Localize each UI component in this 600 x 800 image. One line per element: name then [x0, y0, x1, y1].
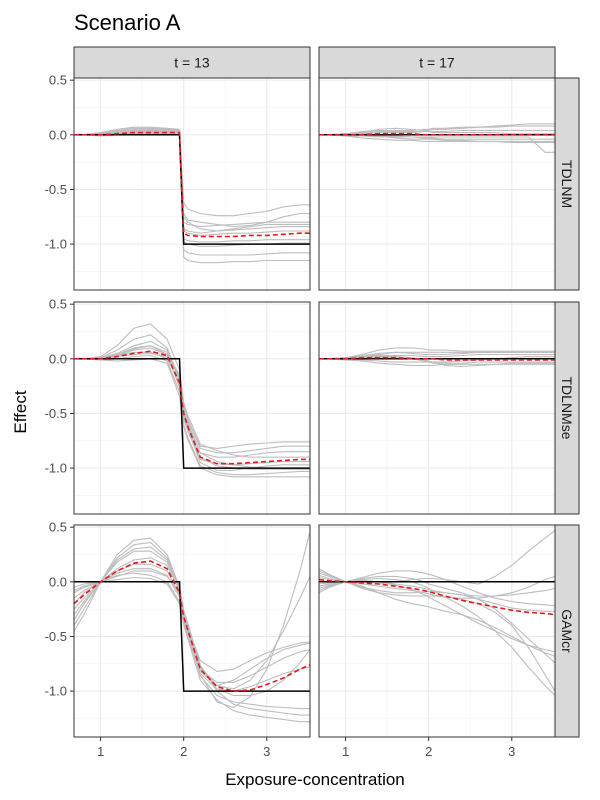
panel-lines	[319, 530, 555, 696]
replicate-line	[74, 572, 310, 692]
y-tick-label: -1.0	[45, 684, 67, 699]
panel-grid: t = 13 t = 17 TDLNM TDLNMse GAMcr 0.5 0.0 -0.5 -…	[45, 46, 580, 759]
panel-lines	[319, 347, 555, 368]
replicate-line	[319, 358, 555, 364]
replicate-line	[74, 127, 310, 217]
panel-border	[318, 77, 556, 291]
mean-line	[74, 131, 310, 238]
panel-border	[73, 77, 311, 291]
replicate-line	[319, 353, 555, 360]
replicate-line	[319, 347, 555, 360]
panel-lines	[319, 123, 555, 153]
panel-lines	[74, 126, 310, 264]
replicate-line	[74, 345, 310, 449]
replicate-line	[319, 575, 555, 664]
y-tick-label: 0.0	[49, 351, 67, 366]
y-tick-label: 0.0	[49, 574, 67, 589]
replicate-line	[74, 347, 310, 470]
x-tick-label: 3	[508, 744, 515, 759]
row-strip-3	[554, 524, 580, 738]
x-tick-label: 1	[342, 744, 349, 759]
x-tick-label: 2	[425, 744, 432, 759]
replicate-line	[319, 574, 555, 657]
panel-lines	[74, 531, 310, 723]
column-strip-label: t = 17	[419, 55, 455, 71]
replicate-line	[74, 568, 310, 710]
replicate-line	[74, 576, 310, 723]
mean-line	[319, 132, 555, 136]
row-strip-label: TDLNMse	[559, 376, 575, 439]
replicate-line	[319, 358, 555, 366]
panel-lines	[74, 323, 310, 478]
replicate-line	[74, 570, 310, 672]
replicate-line	[319, 570, 555, 607]
truth-line	[74, 581, 310, 692]
y-tick-label: 0.5	[49, 297, 67, 312]
column-strip-1	[73, 46, 311, 79]
replicate-line	[319, 580, 555, 597]
replicate-line	[319, 123, 555, 136]
replicate-line	[74, 127, 310, 228]
panel-TDLNM-1: 0.5 0.0 -0.5 -1.0	[45, 73, 311, 291]
replicate-line	[319, 575, 555, 599]
row-strip-2	[554, 301, 580, 515]
y-tick-label: -0.5	[45, 629, 67, 644]
replicate-line	[319, 134, 555, 142]
replicate-line	[74, 126, 310, 228]
x-axis-label: Exposure-concentration	[225, 770, 405, 789]
panel-border	[318, 301, 556, 515]
panel-GAMcr-1: 0.5 0.0 -0.5 -1.0 1 2 3	[45, 520, 311, 759]
panel-TDLNM-2	[318, 77, 556, 291]
row-strip-label: TDLNM	[559, 160, 575, 208]
mean-line	[74, 560, 310, 692]
replicate-line	[74, 129, 310, 234]
replicate-line	[74, 334, 310, 458]
y-tick-label: 0.5	[49, 73, 67, 88]
replicate-line	[319, 568, 555, 692]
replicate-line	[74, 557, 310, 683]
y-tick-label: -1.0	[45, 237, 67, 252]
panel-border	[73, 301, 311, 515]
truth-line	[74, 358, 310, 469]
replicate-line	[319, 125, 555, 136]
replicate-line	[74, 358, 310, 478]
panel-border	[73, 524, 311, 738]
y-tick-label: 0.0	[49, 127, 67, 142]
column-strip-label: t = 13	[174, 55, 210, 71]
y-axis-label: Effect	[11, 390, 30, 433]
x-tick-label: 3	[263, 744, 270, 759]
panel-TDLNMse-2	[318, 301, 556, 515]
column-strip-2	[318, 46, 556, 79]
y-tick-label: 0.5	[49, 520, 67, 535]
replicate-line	[74, 130, 310, 247]
y-tick-label: -0.5	[45, 182, 67, 197]
mean-line	[319, 356, 555, 361]
panel-TDLNMse-1: 0.5 0.0 -0.5 -1.0	[45, 297, 311, 515]
y-tick-label: -1.0	[45, 461, 67, 476]
replicate-line	[74, 541, 310, 716]
y-tick-label: -0.5	[45, 406, 67, 421]
replicate-line	[319, 530, 555, 585]
replicate-line	[319, 134, 555, 140]
replicate-line	[74, 550, 310, 697]
row-strip-1	[554, 77, 580, 291]
x-tick-label: 1	[97, 744, 104, 759]
x-tick-label: 2	[180, 744, 187, 759]
panel-border	[318, 524, 556, 738]
replicate-line	[74, 132, 310, 256]
truth-line	[74, 134, 310, 245]
mean-line	[319, 578, 555, 616]
mean-line	[74, 350, 310, 465]
panel-GAMcr-2: 1 2 3	[318, 524, 556, 759]
replicate-line	[319, 351, 555, 360]
row-strip-label: GAMcr	[559, 609, 575, 653]
replicate-line	[74, 128, 310, 232]
chart-title: Scenario A	[74, 10, 181, 35]
